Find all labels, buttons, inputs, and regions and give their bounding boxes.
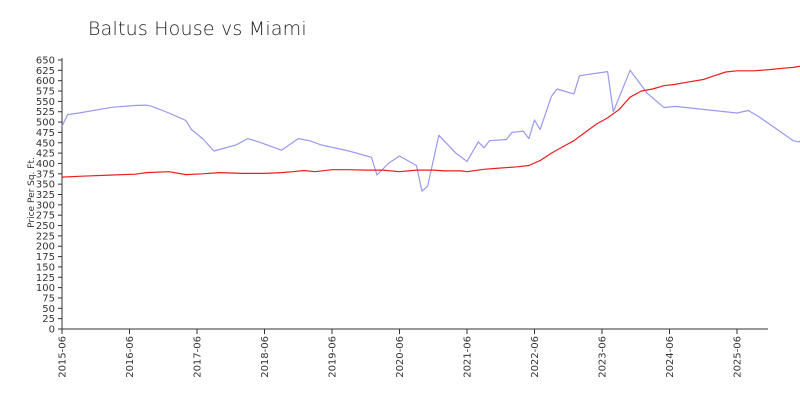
y-tick-label: 625 — [36, 66, 55, 77]
series-line-2 — [61, 65, 800, 178]
y-tick-label: 600 — [36, 76, 55, 87]
y-tick-label: 400 — [36, 159, 55, 170]
y-tick-label: 100 — [36, 283, 55, 294]
y-tick-label: 175 — [36, 252, 55, 263]
y-tick-label: 500 — [36, 118, 55, 129]
y-tick-label: 125 — [36, 273, 55, 284]
y-tick-label: 350 — [36, 180, 55, 191]
y-tick-label: 225 — [36, 231, 55, 242]
y-tick-label: 575 — [36, 87, 55, 98]
y-tick-label: 375 — [36, 169, 55, 180]
axes: 0255075100125150175200225250275300325350… — [27, 56, 768, 378]
y-tick-label: 450 — [36, 138, 55, 149]
x-tick-label: 2023-06 — [598, 336, 609, 378]
series-line-1 — [61, 69, 800, 192]
y-tick-label: 275 — [36, 211, 55, 222]
y-tick-label: 200 — [36, 242, 55, 253]
x-tick-label: 2015-06 — [58, 336, 69, 378]
y-tick-label: 425 — [36, 149, 55, 160]
y-tick-label: 525 — [36, 107, 55, 118]
y-tick-label: 550 — [36, 97, 55, 108]
y-tick-label: 150 — [36, 262, 55, 273]
y-axis-label: Price Per Sq. Ft. — [27, 157, 37, 228]
y-tick-label: 0 — [49, 325, 55, 336]
x-tick-label: 2018-06 — [260, 336, 271, 378]
x-tick-label: 2025-06 — [733, 336, 744, 378]
y-tick-label: 325 — [36, 190, 55, 201]
y-tick-label: 475 — [36, 128, 55, 139]
x-tick-label: 2024-06 — [665, 336, 676, 378]
y-tick-label: 50 — [42, 304, 55, 315]
x-tick-label: 2020-06 — [395, 336, 406, 378]
y-tick-label: 75 — [42, 293, 55, 304]
y-tick-label: 300 — [36, 200, 55, 211]
x-tick-label: 2016-06 — [125, 336, 136, 378]
series-lines — [61, 65, 800, 192]
x-tick-label: 2022-06 — [530, 336, 541, 378]
x-tick-label: 2021-06 — [463, 336, 474, 378]
y-tick-label: 25 — [42, 314, 55, 325]
y-tick-label: 650 — [36, 56, 55, 67]
x-tick-label: 2017-06 — [193, 336, 204, 378]
x-tick-label: 2019-06 — [328, 336, 339, 378]
chart-title: Baltus House vs Miami — [88, 18, 307, 40]
y-tick-label: 250 — [36, 221, 55, 232]
